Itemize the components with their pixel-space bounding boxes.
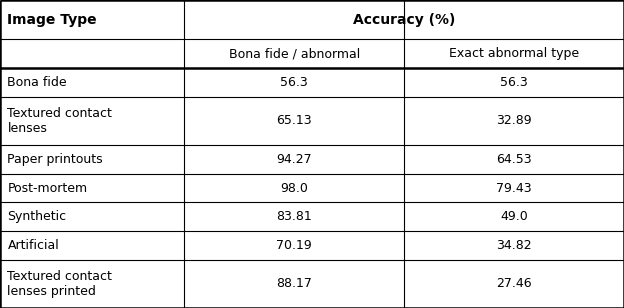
Text: Exact abnormal type: Exact abnormal type — [449, 47, 579, 60]
Text: 56.3: 56.3 — [500, 76, 528, 89]
Text: 65.13: 65.13 — [276, 114, 312, 128]
Text: 94.27: 94.27 — [276, 153, 312, 166]
Text: 83.81: 83.81 — [276, 210, 312, 223]
Text: Textured contact
lenses printed: Textured contact lenses printed — [7, 270, 112, 298]
Text: 88.17: 88.17 — [276, 277, 312, 290]
Text: Synthetic: Synthetic — [7, 210, 67, 223]
Text: Image Type: Image Type — [7, 13, 97, 27]
Text: 70.19: 70.19 — [276, 239, 312, 252]
Text: Textured contact
lenses: Textured contact lenses — [7, 107, 112, 135]
Text: 34.82: 34.82 — [496, 239, 532, 252]
Text: Bona fide / abnormal: Bona fide / abnormal — [228, 47, 360, 60]
Text: 79.43: 79.43 — [496, 181, 532, 195]
Text: 32.89: 32.89 — [496, 114, 532, 128]
Text: 27.46: 27.46 — [496, 277, 532, 290]
Text: Post-mortem: Post-mortem — [7, 181, 87, 195]
Text: 98.0: 98.0 — [280, 181, 308, 195]
Text: Artificial: Artificial — [7, 239, 59, 252]
Text: Accuracy (%): Accuracy (%) — [353, 13, 456, 27]
Text: 56.3: 56.3 — [280, 76, 308, 89]
Text: Bona fide: Bona fide — [7, 76, 67, 89]
Text: 64.53: 64.53 — [496, 153, 532, 166]
Text: 49.0: 49.0 — [500, 210, 528, 223]
Text: Paper printouts: Paper printouts — [7, 153, 103, 166]
